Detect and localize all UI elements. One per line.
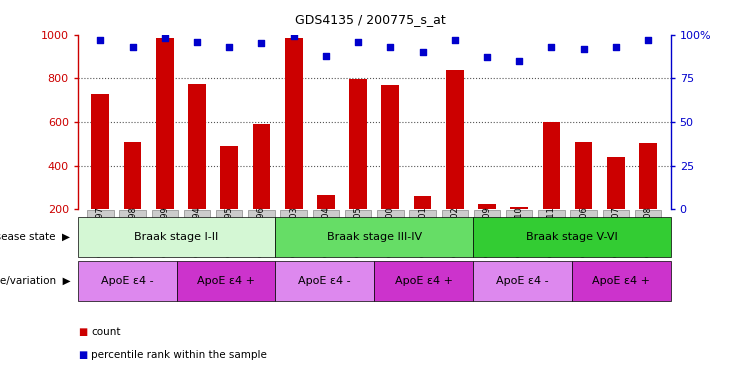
Bar: [377, 210, 404, 253]
Text: ApoE ε4 +: ApoE ε4 +: [395, 276, 453, 286]
Point: [642, 37, 654, 43]
Text: GSM735108: GSM735108: [643, 206, 653, 257]
Bar: [349, 79, 367, 209]
Bar: [91, 94, 109, 209]
Point: [223, 44, 235, 50]
Point: [191, 38, 203, 45]
Bar: [220, 146, 238, 209]
Bar: [285, 38, 302, 209]
Text: ApoE ε4 -: ApoE ε4 -: [496, 276, 549, 286]
Text: percentile rank within the sample: percentile rank within the sample: [91, 350, 267, 360]
Text: GSM735101: GSM735101: [418, 206, 427, 257]
Text: GSM735109: GSM735109: [482, 206, 491, 257]
Bar: [345, 210, 371, 253]
Text: GSM735104: GSM735104: [322, 206, 330, 257]
Bar: [506, 210, 532, 253]
Point: [256, 40, 268, 46]
Bar: [478, 204, 496, 209]
Text: ■: ■: [78, 350, 87, 360]
Bar: [413, 196, 431, 209]
Text: GSM735100: GSM735100: [386, 206, 395, 257]
Text: Braak stage III-IV: Braak stage III-IV: [327, 232, 422, 242]
Bar: [184, 210, 210, 253]
Bar: [124, 142, 142, 209]
Point: [385, 44, 396, 50]
Text: GSM735098: GSM735098: [128, 206, 137, 257]
Text: genotype/variation  ▶: genotype/variation ▶: [0, 276, 70, 286]
Text: GSM735099: GSM735099: [160, 206, 169, 257]
Text: GSM735111: GSM735111: [547, 206, 556, 257]
Bar: [575, 142, 593, 209]
Bar: [639, 143, 657, 209]
Bar: [248, 210, 275, 253]
Bar: [571, 210, 597, 253]
Text: GSM735096: GSM735096: [257, 206, 266, 257]
Point: [159, 35, 170, 41]
Bar: [216, 210, 242, 253]
Point: [416, 49, 428, 55]
Bar: [538, 210, 565, 253]
Text: ApoE ε4 +: ApoE ε4 +: [197, 276, 255, 286]
Bar: [87, 210, 113, 253]
Text: GSM735097: GSM735097: [96, 206, 105, 257]
Bar: [188, 84, 206, 209]
Bar: [280, 210, 307, 253]
Point: [545, 44, 557, 50]
Text: count: count: [91, 327, 121, 337]
Text: disease state  ▶: disease state ▶: [0, 232, 70, 242]
Point: [320, 53, 332, 59]
Bar: [635, 210, 661, 253]
Bar: [511, 207, 528, 209]
Bar: [156, 38, 173, 209]
Bar: [473, 210, 500, 253]
Text: GDS4135 / 200775_s_at: GDS4135 / 200775_s_at: [295, 13, 446, 26]
Text: GSM735110: GSM735110: [515, 206, 524, 257]
Point: [449, 37, 461, 43]
Text: Braak stage V-VI: Braak stage V-VI: [526, 232, 618, 242]
Bar: [317, 195, 335, 209]
Text: ApoE ε4 -: ApoE ε4 -: [299, 276, 351, 286]
Point: [578, 45, 590, 51]
Text: Braak stage I-II: Braak stage I-II: [134, 232, 219, 242]
Point: [288, 33, 299, 40]
Bar: [253, 124, 270, 209]
Point: [127, 44, 139, 50]
Point: [94, 37, 106, 43]
Text: GSM735106: GSM735106: [579, 206, 588, 257]
Text: GSM735107: GSM735107: [611, 206, 620, 257]
Text: GSM735103: GSM735103: [289, 206, 298, 257]
Bar: [607, 157, 625, 209]
Bar: [602, 210, 629, 253]
Text: ApoE ε4 +: ApoE ε4 +: [592, 276, 650, 286]
Bar: [442, 210, 468, 253]
Bar: [119, 210, 146, 253]
Bar: [446, 70, 464, 209]
Point: [610, 44, 622, 50]
Text: GSM735095: GSM735095: [225, 206, 233, 257]
Point: [481, 54, 493, 60]
Bar: [409, 210, 436, 253]
Point: [514, 58, 525, 64]
Bar: [382, 85, 399, 209]
Text: ApoE ε4 -: ApoE ε4 -: [101, 276, 153, 286]
Bar: [542, 122, 560, 209]
Text: GSM735105: GSM735105: [353, 206, 362, 257]
Text: GSM735094: GSM735094: [193, 206, 202, 257]
Point: [352, 38, 364, 45]
Text: GSM735102: GSM735102: [451, 206, 459, 257]
Bar: [313, 210, 339, 253]
Text: ■: ■: [78, 327, 87, 337]
Bar: [152, 210, 178, 253]
